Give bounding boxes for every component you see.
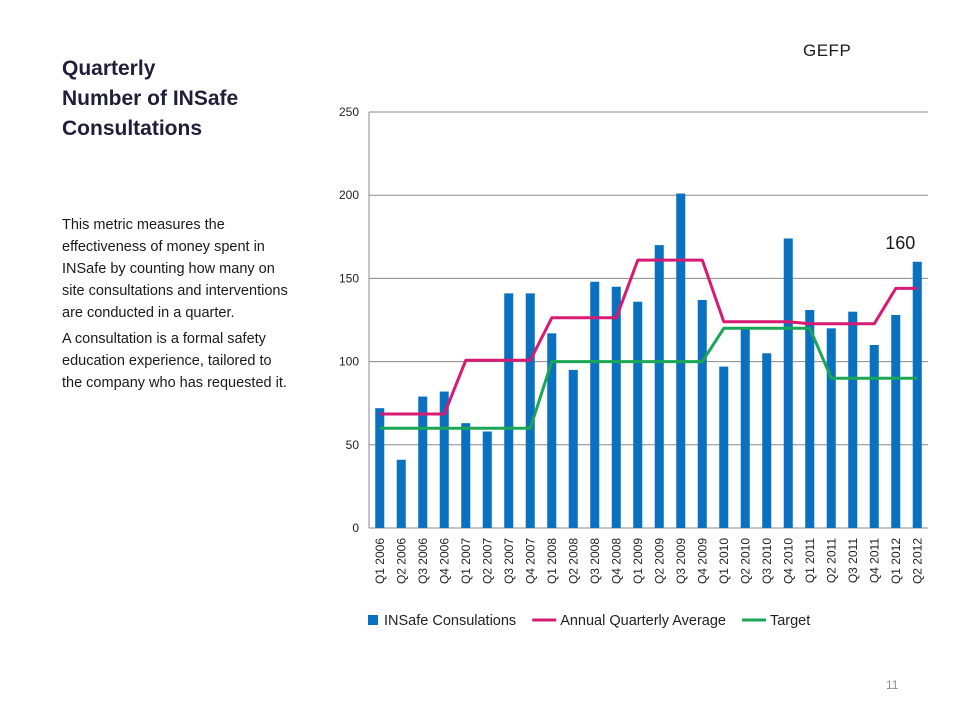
bar (633, 301, 643, 528)
x-tick-label: Q2 2012 (910, 538, 924, 584)
x-tick-label: Q4 2007 (523, 538, 537, 584)
x-tick-label: Q3 2011 (846, 538, 860, 583)
bar (740, 328, 750, 528)
bar (525, 293, 535, 528)
bar (611, 286, 621, 528)
bar (762, 353, 772, 528)
y-tick-label: 250 (339, 105, 359, 119)
x-tick-label: Q3 2009 (674, 538, 688, 584)
data-label: 160 (885, 233, 915, 253)
slide-title-line-2: Number of INSafe (62, 87, 239, 110)
legend-label: Annual Quarterly Average (560, 613, 726, 629)
y-tick-label: 50 (346, 438, 360, 452)
description-paragraph-1: This metric measures the effectiveness o… (62, 217, 288, 321)
bar (504, 293, 514, 528)
bar (826, 328, 836, 528)
bar (375, 408, 385, 528)
bar (547, 333, 557, 528)
x-tick-label: Q4 2008 (609, 538, 623, 584)
x-tick-label: Q2 2006 (394, 538, 408, 584)
x-tick-label: Q1 2011 (803, 538, 817, 583)
x-tick-label: Q2 2008 (566, 538, 580, 584)
bar (848, 311, 858, 528)
legend-label: Target (770, 613, 810, 629)
page-number: 11 (886, 678, 899, 692)
x-tick-label: Q1 2006 (373, 538, 387, 584)
description: This metric measures the effectiveness o… (62, 214, 288, 398)
bar (805, 310, 815, 528)
bar (869, 344, 879, 528)
bar (912, 261, 922, 528)
series-line-2 (379, 326, 918, 430)
legend-label: INSafe Consulations (384, 613, 516, 629)
x-tick-label: Q4 2009 (695, 538, 709, 584)
bar (396, 459, 406, 528)
x-tick-label: Q1 2007 (459, 538, 473, 584)
slide-title: Quarterly Number of INSafe Consultations (62, 54, 322, 144)
x-tick-label: Q1 2010 (717, 538, 731, 584)
x-tick-label: Q3 2007 (502, 538, 516, 584)
bar (891, 315, 901, 528)
bar (568, 369, 578, 528)
x-tick-label: Q1 2009 (631, 538, 645, 584)
x-tick-label: Q4 2011 (867, 538, 881, 583)
series-line-1 (379, 258, 918, 416)
slide-title-line-1: Quarterly (62, 57, 156, 80)
x-tick-label: Q1 2008 (545, 538, 559, 584)
x-tick-label: Q2 2009 (652, 538, 666, 584)
description-paragraph-2: A consultation is a formal safety educat… (62, 331, 287, 391)
bar (418, 396, 428, 528)
corner-label: GEFP (803, 41, 852, 60)
y-tick-label: 150 (339, 271, 359, 285)
x-tick-label: Q3 2008 (588, 538, 602, 584)
bar (719, 366, 729, 528)
y-tick-label: 0 (352, 521, 359, 535)
bar (654, 245, 664, 528)
bar (461, 423, 471, 528)
slide-title-line-3: Consultations (62, 117, 202, 140)
x-tick-label: Q3 2006 (416, 538, 430, 584)
x-tick-label: Q2 2007 (480, 538, 494, 584)
bar (783, 238, 793, 529)
bar (482, 431, 492, 528)
bar (439, 391, 449, 528)
x-tick-label: Q1 2012 (889, 538, 903, 584)
x-tick-label: Q4 2006 (437, 538, 451, 584)
x-tick-label: Q3 2010 (760, 538, 774, 584)
bar (697, 300, 707, 528)
legend-swatch (368, 615, 378, 625)
x-tick-label: Q4 2010 (781, 538, 795, 584)
bar (590, 281, 600, 528)
y-tick-label: 100 (339, 355, 359, 369)
x-tick-label: Q2 2011 (824, 538, 838, 583)
y-tick-label: 200 (339, 188, 359, 202)
x-tick-label: Q2 2010 (738, 538, 752, 584)
